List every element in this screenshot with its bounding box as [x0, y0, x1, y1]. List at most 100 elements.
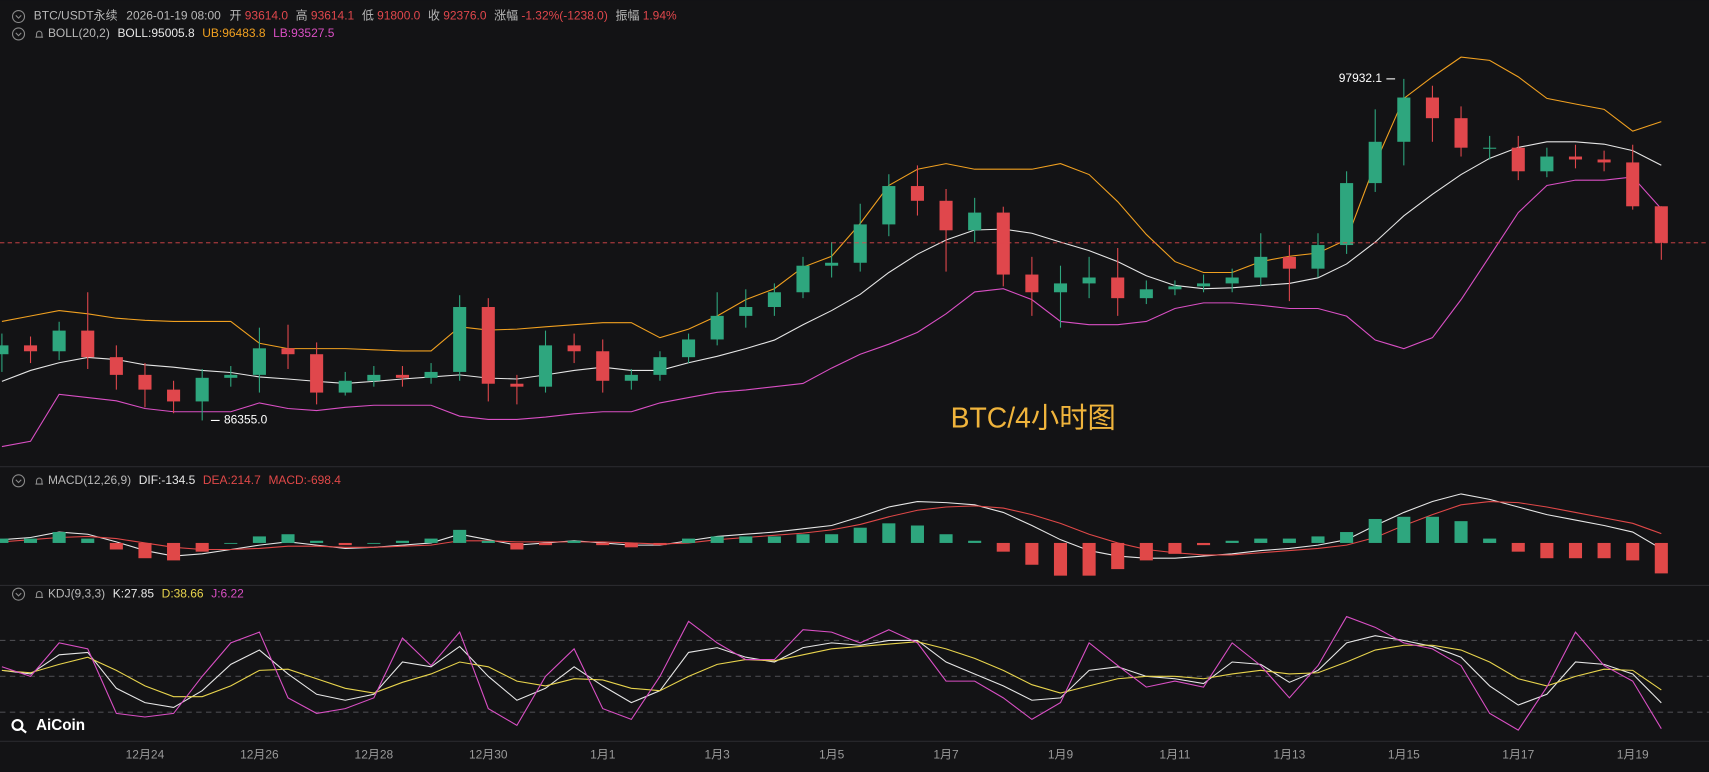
candle-body [252, 348, 266, 375]
histogram-bar [395, 540, 409, 543]
histogram-bar [1282, 538, 1296, 543]
histogram-bar [882, 523, 896, 543]
histogram-bar [825, 534, 839, 543]
candle-body [1340, 183, 1354, 246]
histogram-bar [424, 538, 438, 543]
histogram-bar [1454, 521, 1468, 543]
candle-body [338, 380, 352, 393]
candle-body [281, 348, 295, 355]
histogram-bar [453, 529, 467, 543]
candle-body [453, 307, 467, 372]
histogram-bar [1225, 540, 1239, 543]
candle-body [395, 374, 409, 378]
histogram-bar [910, 525, 924, 543]
line [1, 493, 1662, 559]
histogram-bar [1597, 542, 1611, 559]
candle-body [1225, 277, 1239, 284]
candle-body [1139, 289, 1153, 299]
alert-icon[interactable] [35, 590, 44, 598]
x-tick-label: 12月30 [469, 748, 508, 762]
field-value: 92376.0 [443, 9, 487, 23]
candle-body [939, 200, 953, 231]
collapse-icon[interactable] [11, 9, 26, 24]
histogram-bar [653, 542, 667, 546]
histogram-bar [1025, 542, 1039, 565]
candle-body [910, 186, 924, 201]
candle-body [1626, 162, 1640, 207]
collapse-icon[interactable] [11, 27, 26, 41]
histogram-bar [195, 542, 209, 552]
field-value: 91800.0 [377, 9, 421, 23]
histogram-bar [796, 534, 810, 543]
candle-body [1654, 206, 1668, 243]
candle-body [1053, 283, 1068, 293]
candle-body [1425, 97, 1439, 119]
histogram-bar [367, 542, 381, 544]
legend-entry: J:6.22 [211, 586, 244, 600]
histogram-bar [996, 542, 1010, 552]
histogram-bar [682, 538, 696, 543]
histogram-bar [1483, 538, 1497, 543]
x-tick-label: 1月11 [1159, 748, 1190, 762]
candle-body [1397, 97, 1411, 142]
field-label: 低 [362, 9, 374, 23]
histogram-bar [224, 542, 238, 544]
histogram-bar [81, 538, 95, 543]
histogram-bar [510, 542, 524, 550]
candle-body [1197, 283, 1211, 287]
line [1, 615, 1662, 731]
legend-entry: DIF:-134.5 [139, 473, 196, 487]
histogram-bar [167, 542, 181, 561]
candle-body [81, 330, 95, 358]
field-value: 93614.0 [245, 9, 289, 23]
line [1, 176, 1662, 448]
histogram-bar [1511, 542, 1525, 552]
candle-body [567, 345, 581, 352]
indicator-title: MACD(12,26,9) [48, 473, 131, 487]
histogram-bar [1311, 536, 1325, 543]
histogram-bar [567, 540, 581, 543]
histogram-bar [1254, 538, 1268, 543]
x-tick-label: 1月15 [1388, 748, 1420, 762]
histogram-bar [1168, 542, 1182, 554]
histogram-bar [853, 527, 867, 543]
x-tick-label: 1月1 [590, 748, 616, 762]
watermark: BTC/4小时图 [951, 402, 1116, 434]
histogram-bar [767, 536, 781, 543]
candle-body [624, 374, 638, 381]
time: 2026-01-19 08:00 [126, 9, 221, 23]
candle-body [538, 345, 553, 387]
candle-body [1368, 141, 1382, 184]
x-tick-label: 1月13 [1273, 748, 1305, 762]
candle-body [882, 186, 896, 225]
histogram-bar [481, 540, 495, 543]
collapse-icon[interactable] [11, 587, 26, 601]
histogram-bar [138, 542, 152, 559]
logo: AiCoin [11, 717, 85, 734]
candle-body [510, 383, 524, 387]
alert-icon[interactable] [35, 477, 44, 485]
candle-body [1597, 159, 1611, 163]
x-tick-label: 12月26 [240, 748, 279, 762]
candle-body [710, 315, 724, 340]
candle-body [796, 265, 810, 293]
x-tick-label: 12月28 [355, 748, 394, 762]
candle-body [138, 374, 152, 390]
line [1, 635, 1662, 708]
candle-body [1483, 147, 1497, 149]
candle-body [1254, 256, 1268, 278]
legend-entry: DEA:214.7 [203, 473, 261, 487]
histogram-bar [1540, 542, 1554, 559]
field-value: 93614.1 [311, 9, 355, 23]
candle-body [1082, 277, 1096, 284]
candle-body [739, 307, 753, 316]
candle-body [653, 357, 667, 375]
candle-body [224, 374, 238, 378]
collapse-icon[interactable] [11, 474, 26, 488]
field-label: 涨幅 [494, 8, 518, 23]
histogram-bar [1111, 542, 1125, 570]
legend-entry: MACD:-698.4 [268, 473, 341, 487]
line [1, 641, 1662, 698]
alert-icon[interactable] [35, 30, 44, 38]
